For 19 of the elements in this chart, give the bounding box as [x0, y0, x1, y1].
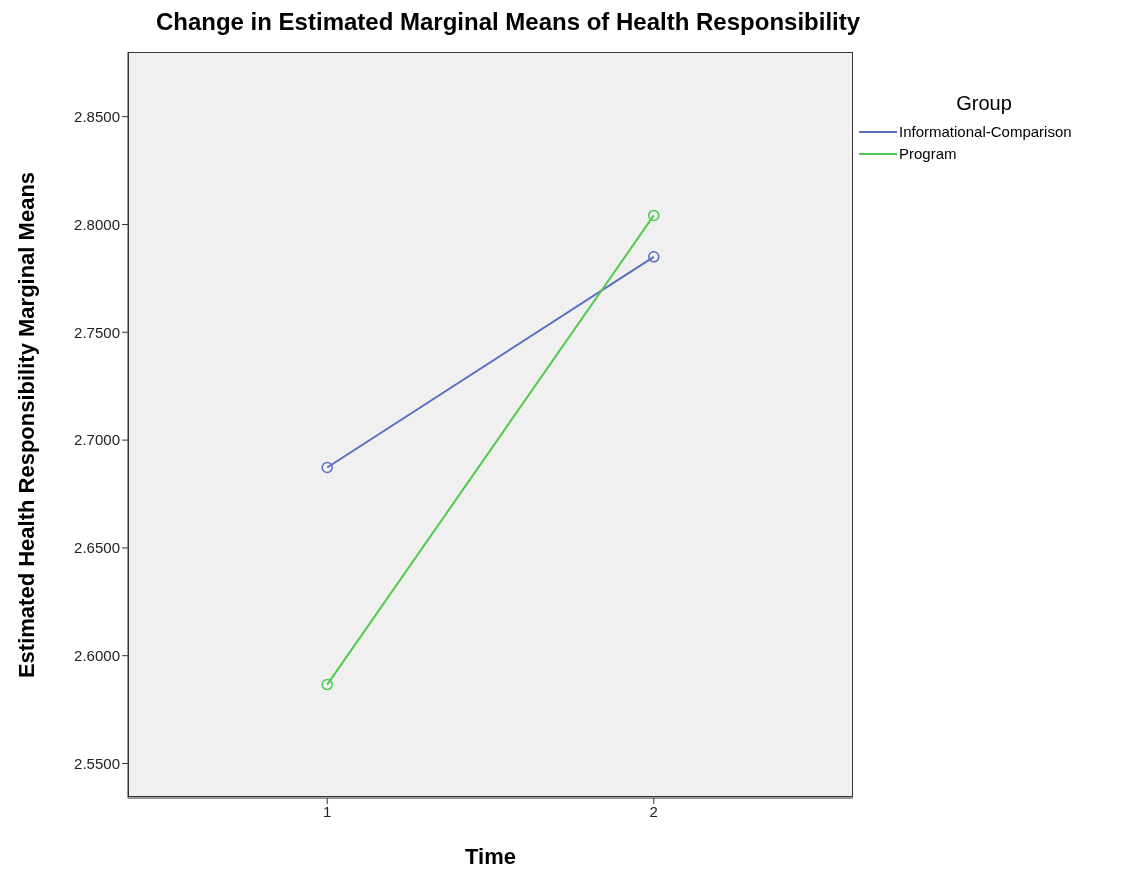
- y-tick-label: 2.7000: [74, 431, 120, 449]
- y-tick-label: 2.8000: [74, 215, 120, 233]
- point: [321, 461, 333, 474]
- y-tick-label: 2.6500: [74, 539, 120, 557]
- point: [648, 251, 660, 263]
- x-tick-label: 1: [323, 802, 332, 820]
- point: [321, 678, 333, 691]
- y-tick-label: 2.8500: [74, 108, 120, 126]
- x-tick-label: 2: [649, 802, 658, 820]
- x-axis-title: Time: [465, 844, 516, 869]
- legend-label: Program: [899, 145, 957, 162]
- y-tick-label: 2.5500: [74, 754, 120, 772]
- y-tick-label: 2.6000: [74, 647, 120, 665]
- chart-title: Change in Estimated Marginal Means of Health Responsibility: [154, 8, 862, 36]
- y-tick-label: 2.7500: [74, 323, 120, 341]
- legend-label: Informational-Comparison: [899, 123, 1072, 140]
- point: [648, 209, 660, 222]
- y-axis-title: Estimated Health Responsibility Marginal Means: [13, 171, 39, 679]
- legend-title: Group: [955, 92, 1013, 115]
